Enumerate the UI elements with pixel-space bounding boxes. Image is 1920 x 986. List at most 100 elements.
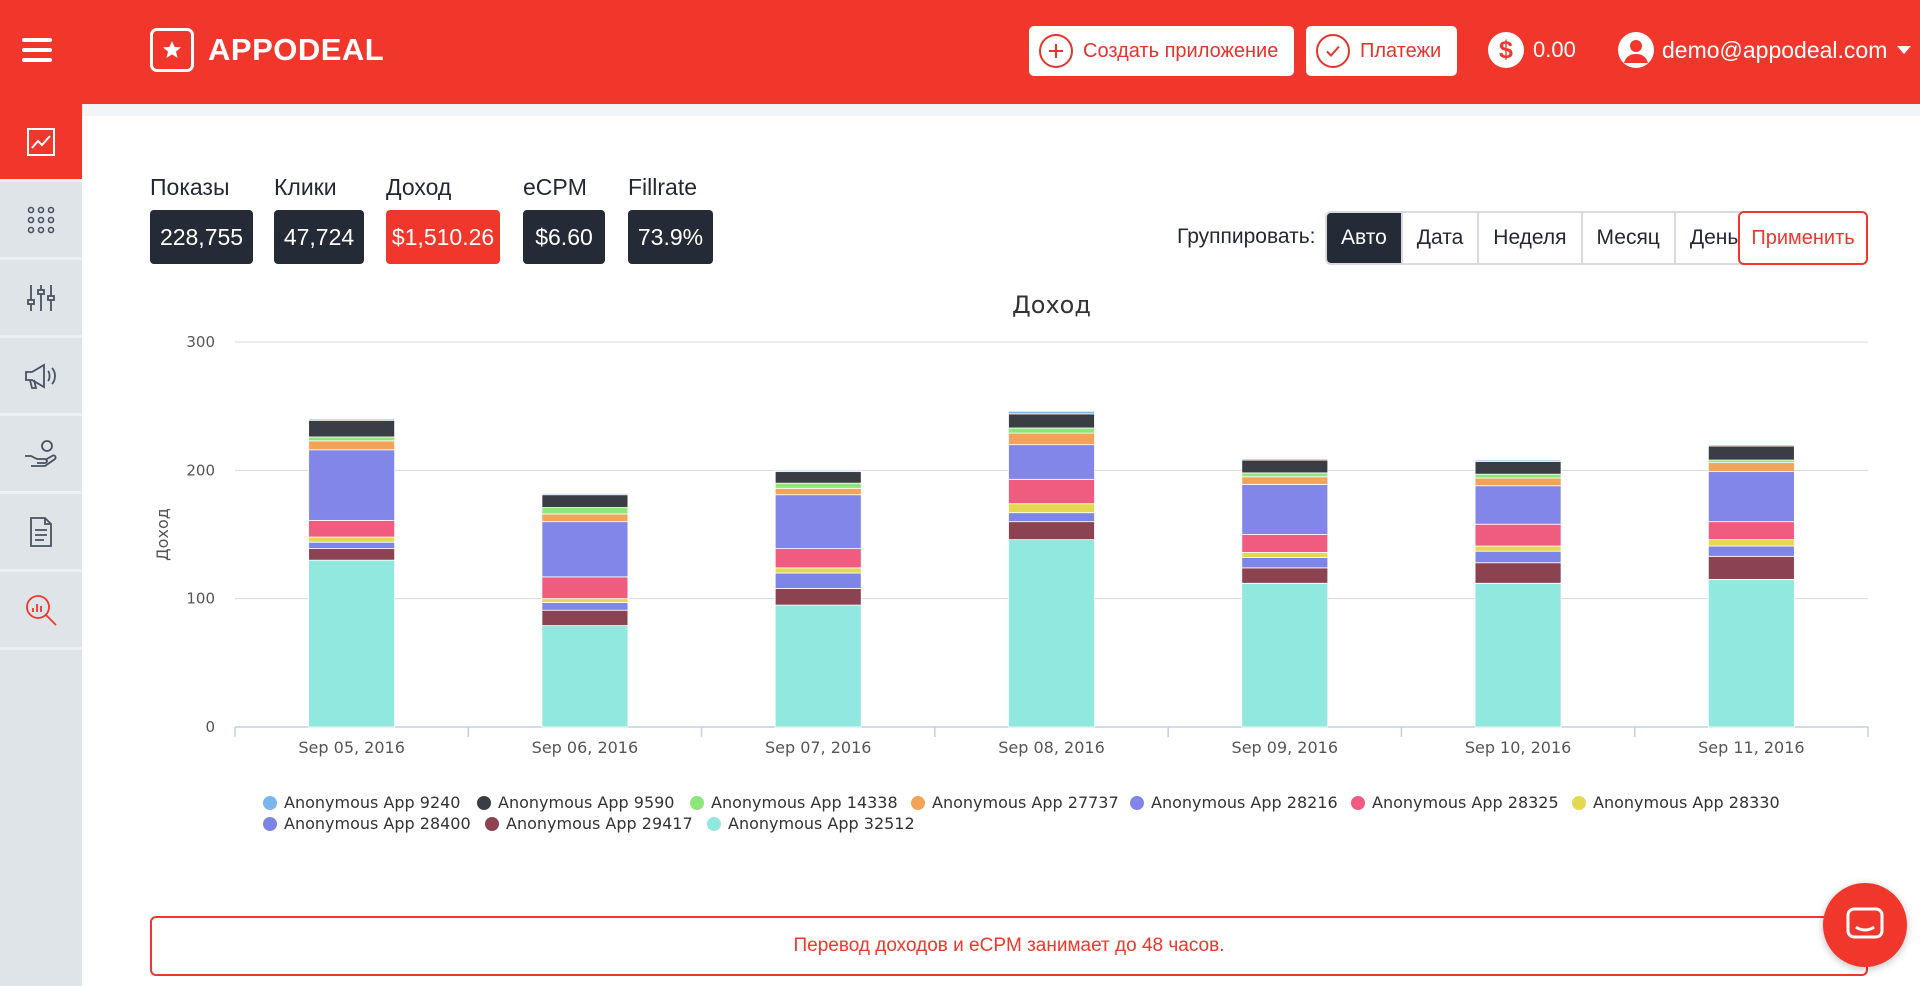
bar-segment: [1707, 445, 1795, 461]
sidebar-item-reports[interactable]: [0, 494, 82, 572]
group-option-date[interactable]: Дата: [1400, 213, 1478, 263]
bar-segment: [1707, 545, 1795, 557]
legend-label: Anonymous App 28325: [1372, 793, 1559, 812]
bar-segment: [541, 493, 629, 496]
user-menu[interactable]: demo@appodeal.com: [1618, 32, 1912, 68]
metric-ecpm: eCPM $6.60: [523, 174, 605, 264]
bar-segment: [1008, 503, 1095, 514]
x-tick-label: Sep 08, 2016: [998, 738, 1105, 757]
x-tick-label: Sep 11, 2016: [1698, 738, 1805, 757]
bar-segment: [774, 604, 862, 728]
sidebar-item-payouts[interactable]: [0, 416, 82, 494]
legend-label: Anonymous App 32512: [728, 814, 915, 833]
metric-label: Доход: [386, 174, 452, 200]
top-header: APPODEAL Создать приложение Платежи $ 0.…: [0, 0, 1920, 104]
bar-segment: [774, 487, 862, 496]
bar-segment: [1474, 545, 1562, 552]
legend-swatch: [485, 817, 499, 831]
legend-swatch: [477, 796, 491, 810]
metric-value: 47,724: [274, 210, 364, 264]
brand-name: APPODEAL: [208, 32, 385, 67]
legend-swatch: [1130, 796, 1144, 810]
metric-fillrate: Fillrate 73.9%: [628, 174, 713, 264]
bar-segment: [1707, 555, 1795, 580]
revenue-delay-notice: Перевод доходов и eCPM занимает до 48 ча…: [150, 916, 1868, 976]
legend-swatch: [263, 796, 277, 810]
bar-segment: [774, 548, 862, 569]
bar-segment: [1241, 484, 1329, 535]
chart-title: Доход: [1012, 291, 1091, 319]
bar-segment: [1241, 476, 1329, 485]
bar-segment: [1008, 521, 1095, 541]
group-option-week[interactable]: Неделя: [1477, 213, 1581, 263]
legend-label: Anonymous App 28216: [1151, 793, 1338, 812]
metric-clicks: Клики 47,724: [274, 174, 364, 264]
bar-segment: [308, 536, 396, 543]
legend-swatch: [1572, 796, 1586, 810]
bar-segment: [774, 469, 862, 473]
chat-icon: [1846, 907, 1884, 939]
x-tick-label: Sep 10, 2016: [1465, 738, 1572, 757]
bar-segment: [541, 494, 629, 508]
appodeal-logo[interactable]: APPODEAL: [150, 28, 384, 72]
bar-segment: [308, 440, 396, 451]
metric-label: Показы: [150, 174, 230, 200]
bar-segment: [541, 625, 629, 728]
legend-swatch: [707, 817, 721, 831]
bar-segment: [1008, 427, 1095, 434]
document-icon: [30, 516, 52, 547]
group-option-auto[interactable]: Авто: [1327, 213, 1401, 263]
bar-segment: [774, 587, 862, 606]
bar-segment: [541, 598, 629, 603]
legend-label: Anonymous App 29417: [506, 814, 693, 833]
apply-button[interactable]: Применить: [1738, 211, 1868, 265]
bar-segment: [1241, 552, 1329, 559]
bar-segment: [1474, 477, 1562, 487]
payments-button[interactable]: Платежи: [1306, 26, 1458, 76]
revenue-chart: Доход Доход 0 100 200 300 Sep 05, 2016 Sep 06, …: [140, 282, 1880, 852]
legend-swatch: [690, 796, 704, 810]
bar-segment: [1008, 413, 1095, 429]
bar-segment: [1474, 460, 1562, 475]
group-label: Группировать:: [1177, 225, 1316, 248]
sidebar: [0, 104, 82, 986]
bar-segment: [1474, 473, 1562, 479]
bar-segment: [1707, 462, 1795, 473]
bar-segment: [1008, 410, 1095, 415]
bar-segment: [1241, 472, 1329, 478]
chevron-down-icon: [1897, 46, 1912, 54]
chat-widget-button[interactable]: [1823, 883, 1907, 967]
metric-value: $1,510.26: [386, 210, 500, 264]
bar-segment: [1474, 550, 1562, 564]
bar-segment: [541, 602, 629, 611]
bar-segment: [1707, 539, 1795, 547]
x-tick-label: Sep 09, 2016: [1232, 738, 1339, 757]
legend-label: Anonymous App 28400: [284, 814, 471, 833]
dollar-icon: $: [1488, 32, 1524, 68]
balance[interactable]: $ 0.00: [1488, 32, 1576, 68]
sidebar-item-promotion[interactable]: [0, 338, 82, 416]
sidebar-item-apps[interactable]: [0, 182, 82, 260]
sidebar-item-settings[interactable]: [0, 260, 82, 338]
bar-segment: [1474, 459, 1562, 462]
legend-label: Anonymous App 9590: [498, 793, 674, 812]
bar-segment: [1474, 523, 1562, 547]
metric-impressions: Показы 228,755: [150, 174, 253, 264]
bar-segment: [1474, 582, 1562, 728]
hamburger-menu-icon[interactable]: [22, 38, 52, 62]
metric-revenue: Доход $1,510.26: [386, 174, 500, 264]
x-tick-label: Sep 06, 2016: [532, 738, 639, 757]
bar-segment: [308, 541, 396, 550]
bar-segment: [1008, 539, 1095, 728]
sidebar-item-statistics[interactable]: [0, 104, 82, 182]
bar-segment: [541, 513, 629, 523]
create-app-button[interactable]: Создать приложение: [1029, 26, 1295, 76]
bar-segment: [1707, 444, 1795, 447]
metric-label: eCPM: [523, 174, 587, 200]
revenue-chart-svg: Доход Доход 0 100 200 300 Sep 05, 2016 Sep 06, …: [153, 291, 1869, 833]
sidebar-item-analytics[interactable]: [0, 572, 82, 650]
legend-swatch: [263, 817, 277, 831]
y-axis-label: Доход: [153, 508, 172, 561]
group-option-month[interactable]: Месяц: [1580, 213, 1674, 263]
x-tick-label: Sep 05, 2016: [298, 738, 405, 757]
